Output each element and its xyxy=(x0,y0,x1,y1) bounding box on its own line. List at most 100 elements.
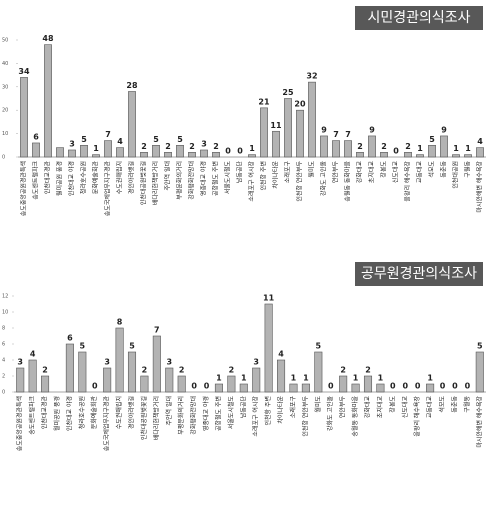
value-label: 7 xyxy=(105,130,111,139)
x-tick-label: 강화도 고인돌 xyxy=(320,161,328,197)
x-tick-label: 부평문화의거리 xyxy=(177,396,185,435)
value-label: 2 xyxy=(357,142,363,151)
x-tick-label: 장봉도 xyxy=(388,396,396,413)
value-label: 0 xyxy=(225,147,231,156)
bar xyxy=(80,145,88,158)
value-label: 3 xyxy=(69,139,75,148)
x-tick-label: 석모도 xyxy=(428,161,436,178)
x-tick-label: 인천대교 야경 xyxy=(68,161,76,196)
value-label: 3 xyxy=(253,358,259,367)
x-tick-label: 수도권매립지 xyxy=(115,396,123,429)
bar xyxy=(127,351,137,393)
bar xyxy=(28,359,37,393)
x-tick-label: 소래포구 xyxy=(289,396,297,419)
x-tick-label: 남동공단 xyxy=(236,161,244,184)
bar xyxy=(239,383,248,393)
value-label: 4 xyxy=(30,350,36,359)
x-tick-label: 인천대공원벚꽃길 xyxy=(140,161,148,205)
bar xyxy=(78,351,87,393)
x-tick-label: 인천대교경관 xyxy=(41,396,49,430)
value-label: 1 xyxy=(453,144,459,153)
value-label: 5 xyxy=(316,342,322,351)
bar xyxy=(104,140,112,158)
value-label: 1 xyxy=(353,374,359,383)
bar xyxy=(363,375,373,393)
y-tick-label: 6 xyxy=(2,342,5,348)
bar xyxy=(103,367,112,393)
bar xyxy=(152,145,160,158)
x-tick-label: 인천항 주변 xyxy=(264,396,272,426)
value-label: 6 xyxy=(33,132,39,141)
value-label: 0 xyxy=(452,382,458,391)
value-label: 0 xyxy=(237,147,243,156)
value-label: 3 xyxy=(17,358,23,367)
x-tick-label: 강화대교 xyxy=(364,396,372,419)
bar xyxy=(65,343,74,393)
chart-title: 공무원경관의식조사 xyxy=(361,266,477,282)
x-tick-label: 소래포구 xyxy=(284,161,292,184)
x-tick-label: 인천대교경관 xyxy=(44,161,52,195)
value-label: 11 xyxy=(263,294,275,303)
value-label: 9 xyxy=(321,125,327,134)
value-label: 1 xyxy=(291,374,297,383)
value-label: 11 xyxy=(270,121,282,130)
x-tick-label: 신도대교 xyxy=(401,396,409,419)
bar xyxy=(165,367,174,393)
bar xyxy=(248,154,256,158)
bar xyxy=(264,303,273,393)
value-label: 0 xyxy=(393,147,399,156)
value-label: 48 xyxy=(42,34,54,43)
bar xyxy=(188,152,196,158)
x-tick-label: 서울도시철도 xyxy=(224,161,232,195)
x-tick-label: 공항철도 주변 xyxy=(212,161,220,196)
x-tick-label: 강화대교 xyxy=(356,161,364,184)
value-label: 9 xyxy=(369,125,375,134)
x-tick-label: 배다리헌책방거리 xyxy=(152,161,160,205)
value-label: 0 xyxy=(465,382,471,391)
value-label: 1 xyxy=(465,144,471,153)
bar xyxy=(20,77,28,158)
value-label: 8 xyxy=(117,318,123,327)
bar xyxy=(368,135,376,158)
bar xyxy=(476,147,484,158)
value-label: 3 xyxy=(166,358,172,367)
value-label: 2 xyxy=(141,142,147,151)
x-tick-label: 강화평화전망대 xyxy=(190,396,198,435)
value-label: 0 xyxy=(402,382,408,391)
bar xyxy=(115,327,124,393)
x-tick-label: 동춘동 xyxy=(450,396,458,413)
x-tick-label: 서울도시철도 xyxy=(227,396,235,430)
y-tick-label: 0 xyxy=(2,155,5,161)
title-box xyxy=(355,6,483,30)
x-tick-label: 송월동 동화마을 xyxy=(344,161,352,202)
x-tick-label: 영종대교 야경 xyxy=(200,161,208,196)
bar xyxy=(140,152,148,158)
value-label: 4 xyxy=(477,137,483,146)
x-tick-label: 인천대교 야경 xyxy=(65,396,73,431)
x-tick-label: 연안부두 xyxy=(339,396,347,419)
value-label: 0 xyxy=(191,382,197,391)
bar xyxy=(426,383,435,393)
bar xyxy=(176,145,184,158)
value-label: 2 xyxy=(165,142,171,151)
value-label: 0 xyxy=(415,382,421,391)
x-tick-label: 을왕리 해수욕장 xyxy=(404,161,412,202)
x-tick-label: 경인아라뱃길 xyxy=(128,396,136,429)
value-label: 2 xyxy=(381,142,387,151)
value-label: 1 xyxy=(417,144,423,153)
y-tick-label: 10 xyxy=(2,131,8,137)
bar xyxy=(56,147,64,158)
y-tick-label: 10 xyxy=(2,310,8,316)
x-tick-label: 월미공원 풍경 xyxy=(53,396,61,431)
bar xyxy=(177,375,186,393)
bar xyxy=(284,98,292,158)
value-label: 7 xyxy=(154,326,160,335)
bar xyxy=(116,147,124,158)
bar xyxy=(289,383,298,393)
value-label: 9 xyxy=(441,125,447,134)
x-tick-label: 인천항 연안부두 xyxy=(296,161,304,202)
x-tick-label: 장봉도 xyxy=(380,161,388,178)
bar xyxy=(212,152,220,158)
value-label: 1 xyxy=(216,374,222,383)
